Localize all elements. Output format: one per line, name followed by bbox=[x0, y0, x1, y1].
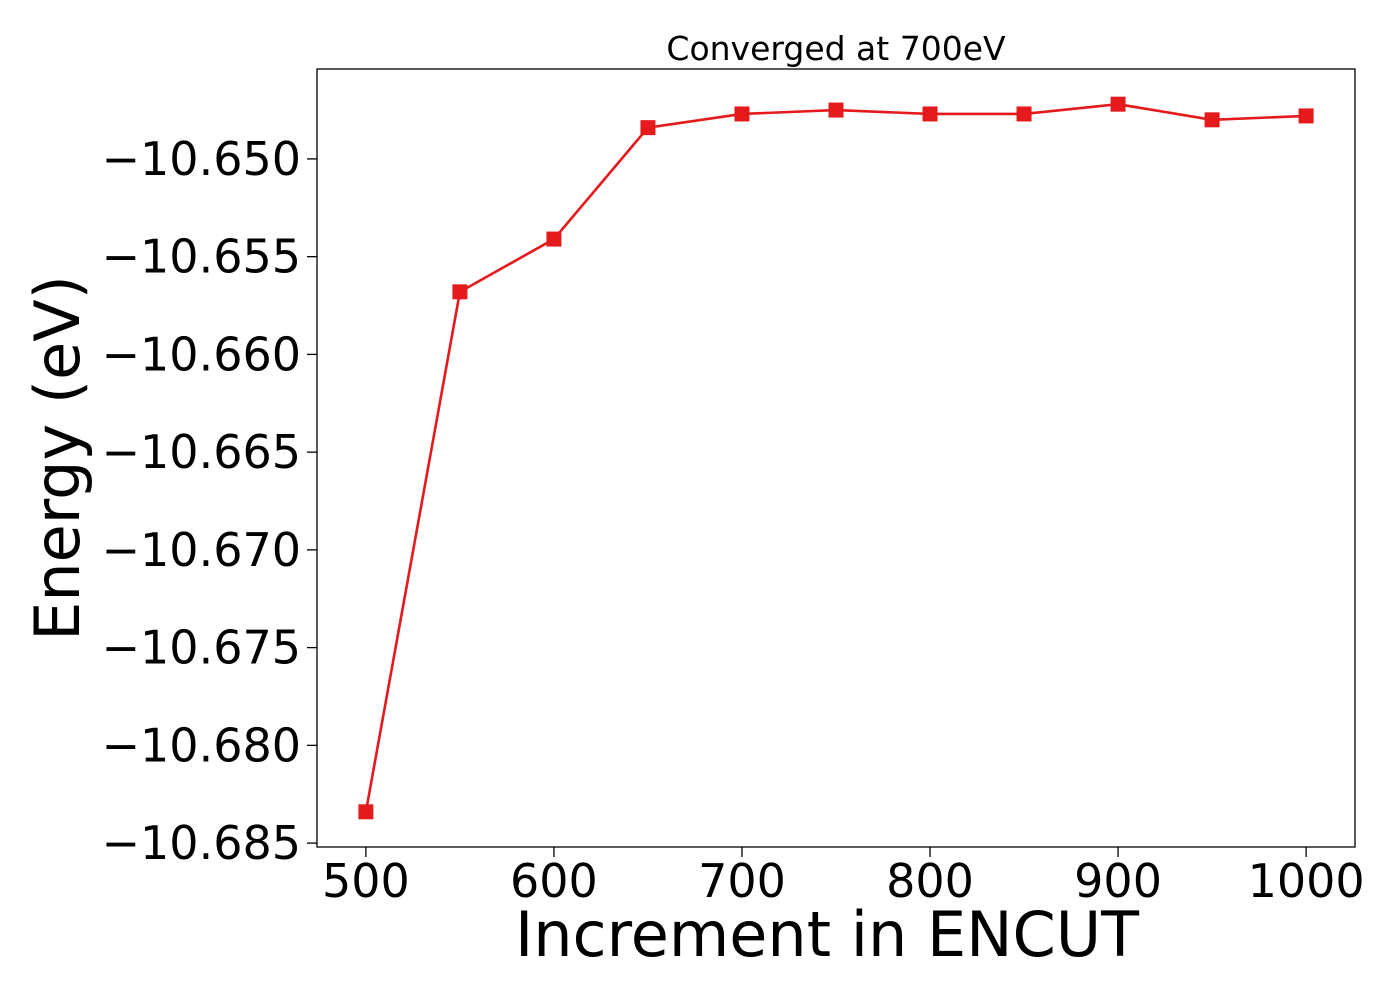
series-layer bbox=[358, 96, 1314, 820]
data-point-marker bbox=[734, 106, 750, 122]
data-point-marker bbox=[1016, 106, 1032, 122]
x-tick-label: 500 bbox=[322, 854, 410, 908]
y-tick-label: −10.685 bbox=[102, 816, 302, 870]
x-tick-label: 1000 bbox=[1248, 854, 1365, 908]
data-point-marker bbox=[922, 106, 938, 122]
data-point-marker bbox=[546, 231, 562, 247]
x-tick-label: 700 bbox=[698, 854, 786, 908]
y-tick-label: −10.660 bbox=[102, 327, 302, 381]
x-tick-label: 600 bbox=[510, 854, 598, 908]
y-axis-label: Energy (eV) bbox=[21, 275, 94, 641]
data-point-marker bbox=[1110, 96, 1126, 112]
data-point-marker bbox=[358, 804, 374, 820]
y-tick-label: −10.680 bbox=[102, 718, 302, 772]
chart-title: Converged at 700eV bbox=[666, 29, 1006, 68]
x-axis-ticks: 500 600 700 800 900 1000 bbox=[322, 847, 1365, 908]
y-tick-label: −10.650 bbox=[102, 132, 302, 186]
y-tick-label: −10.655 bbox=[102, 230, 302, 284]
plot-area-frame bbox=[316, 68, 1356, 848]
data-point-marker bbox=[1204, 112, 1220, 128]
y-tick-label: −10.665 bbox=[102, 425, 302, 479]
data-point-marker bbox=[640, 120, 656, 136]
y-axis-ticks: −10.685 −10.680 −10.675 −10.670 −10.665 −10.6… bbox=[102, 132, 317, 870]
x-tick-label: 900 bbox=[1074, 854, 1162, 908]
y-tick-label: −10.675 bbox=[102, 621, 302, 675]
data-point-marker bbox=[828, 102, 844, 118]
data-point-marker bbox=[1298, 108, 1314, 124]
x-axis-label: Increment in ENCUT bbox=[515, 898, 1140, 971]
data-point-marker bbox=[452, 284, 468, 300]
x-tick-label: 800 bbox=[886, 854, 974, 908]
y-tick-label: −10.670 bbox=[102, 523, 302, 577]
